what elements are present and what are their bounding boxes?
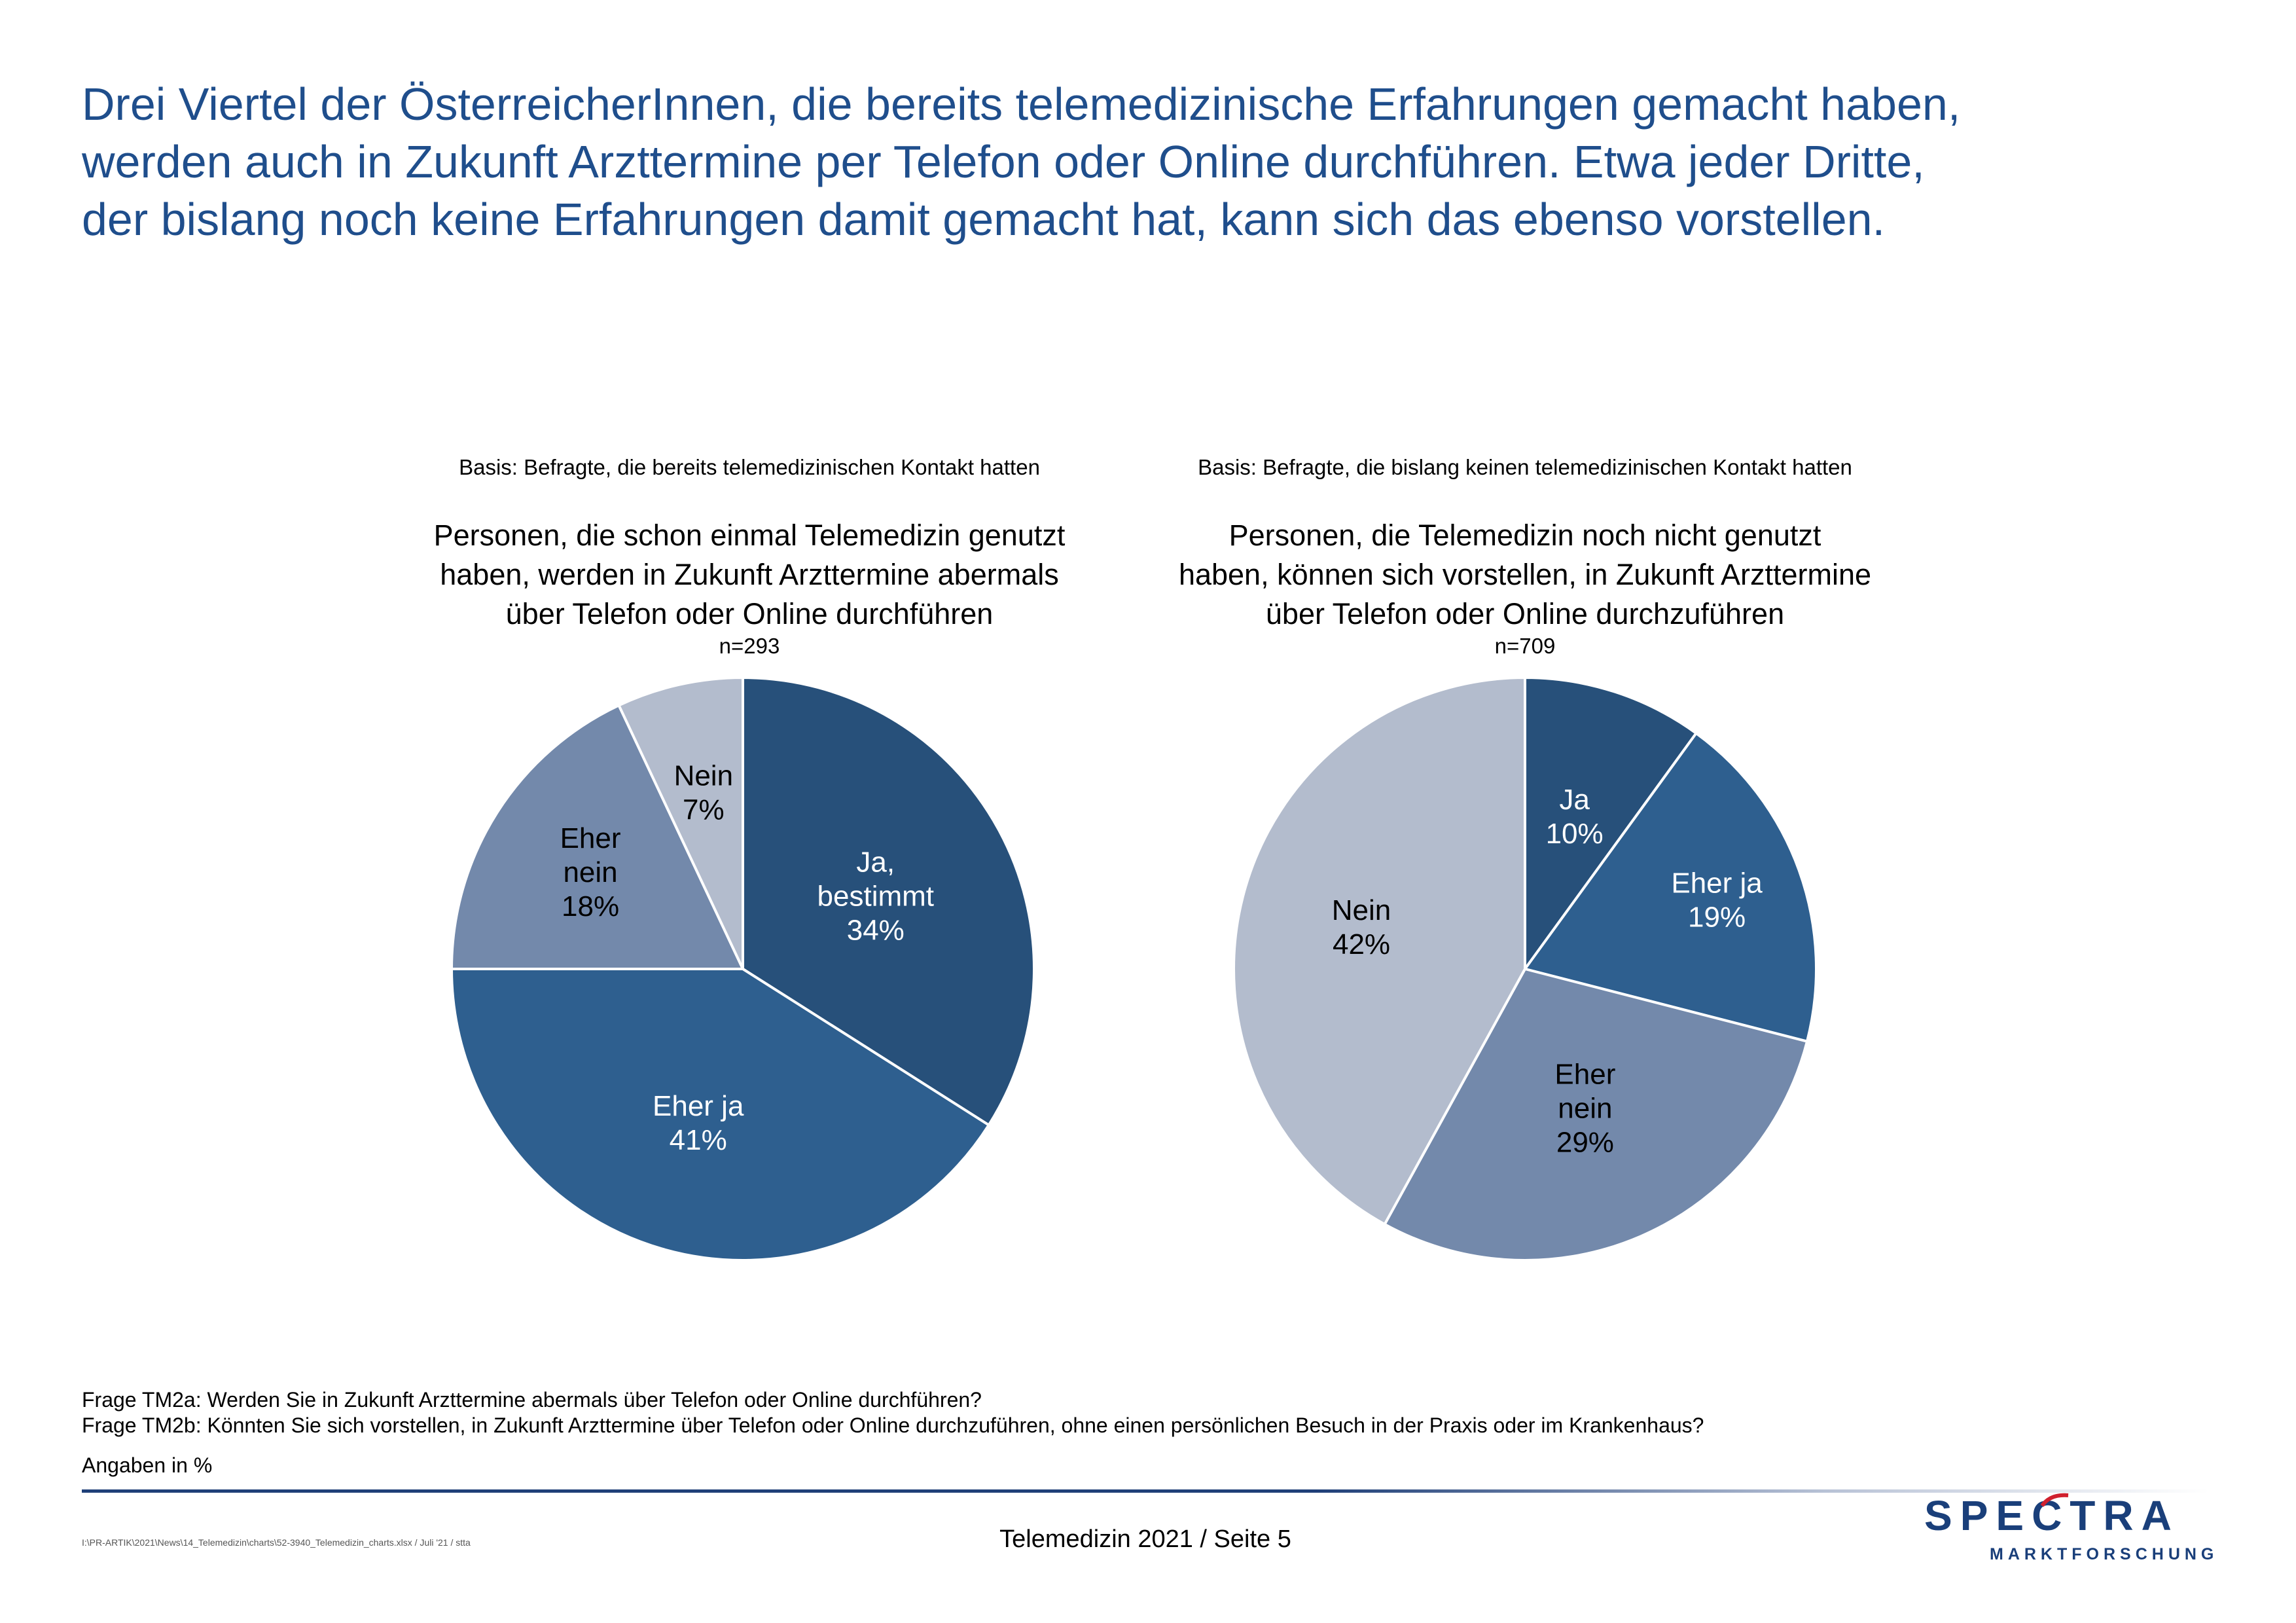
headline-line-2: werden auch in Zukunft Arzttermine per T… bbox=[82, 136, 1925, 187]
left-pie-label-0-0: Ja, bbox=[856, 847, 895, 879]
left-pie-slice-0 bbox=[742, 676, 1035, 1127]
left-pie-slice-3 bbox=[617, 676, 744, 970]
right-pie-label-2-1: nein bbox=[1558, 1092, 1612, 1124]
left-chart-title-line-1: Personen, die schon einmal Telemedizin g… bbox=[433, 519, 1066, 552]
right-pie-slice-3 bbox=[1232, 676, 1526, 1226]
logo-accent-icon bbox=[2041, 1493, 2069, 1507]
headline-line-1: Drei Viertel der ÖsterreicherInnen, die … bbox=[82, 79, 1961, 130]
left-pie-label-2-0: Eher bbox=[560, 822, 621, 854]
left-chart-n: n=293 bbox=[719, 634, 780, 658]
right-pie-label-2-0: Eher bbox=[1554, 1058, 1615, 1090]
right-pie-value-1: 19% bbox=[1688, 901, 1746, 933]
left-pie-slice-2 bbox=[450, 703, 745, 970]
left-chart-title: Personen, die schon einmal Telemedizin g… bbox=[357, 516, 1142, 634]
left-chart-basis: Basis: Befragte, die bereits telemedizin… bbox=[459, 455, 1040, 479]
left-pie-label-3-0: Nein bbox=[674, 760, 734, 792]
footnote-unit: Angaben in % bbox=[82, 1453, 213, 1477]
right-chart-title: Personen, die Telemedizin noch nicht gen… bbox=[1100, 516, 1950, 634]
left-pie-label-2-1: nein bbox=[563, 856, 617, 888]
left-pie-value-0: 34% bbox=[847, 915, 905, 947]
left-chart-title-line-2: haben, werden in Zukunft Arzttermine abe… bbox=[440, 558, 1059, 591]
footer-file-path: I:\PR-ARTIK\2021\News\14_Telemedizin\cha… bbox=[82, 1537, 471, 1548]
headline-line-3: der bislang noch keine Erfahrungen damit… bbox=[82, 194, 1886, 245]
spectra-logo: SPECTRA MARKTFORSCHUNG bbox=[1924, 1491, 2225, 1577]
left-pie-label-0-1: bestimmt bbox=[817, 881, 934, 913]
left-pie-value-1: 41% bbox=[670, 1124, 727, 1156]
left-pie-label-1-0: Eher ja bbox=[653, 1090, 744, 1122]
right-chart-n: n=709 bbox=[1494, 634, 1556, 658]
right-pie-slice-2 bbox=[1382, 967, 1809, 1262]
footer-divider bbox=[82, 1489, 2209, 1493]
right-pie-label-3-0: Nein bbox=[1332, 894, 1391, 926]
footer-page-info: Telemedizin 2021 / Seite 5 bbox=[999, 1525, 1291, 1553]
right-pie-label-1-0: Eher ja bbox=[1671, 867, 1763, 899]
right-chart-title-line-1: Personen, die Telemedizin noch nicht gen… bbox=[1229, 519, 1821, 552]
left-pie-value-3: 7% bbox=[683, 794, 725, 826]
right-pie-value-2: 29% bbox=[1556, 1126, 1614, 1158]
right-pie-value-0: 10% bbox=[1546, 818, 1604, 850]
left-pie-slice-1 bbox=[450, 968, 991, 1262]
headline: Drei Viertel der ÖsterreicherInnen, die … bbox=[82, 75, 2209, 248]
right-chart-title-line-3: über Telefon oder Online durchzuführen bbox=[1265, 597, 1785, 630]
left-chart-title-line-3: über Telefon oder Online durchführen bbox=[505, 597, 994, 630]
right-pie-value-3: 42% bbox=[1333, 928, 1390, 960]
right-pie-slice-1 bbox=[1522, 731, 1818, 1044]
right-pie-slice-0 bbox=[1524, 676, 1698, 974]
logo-wordmark: SPECTRA bbox=[1924, 1492, 2179, 1539]
left-pie-value-2: 18% bbox=[562, 890, 619, 922]
right-pie-label-0-0: Ja bbox=[1559, 784, 1590, 816]
logo-subline: MARKTFORSCHUNG bbox=[1990, 1545, 2219, 1563]
footnote-question-tm2b: Frage TM2b: Könnten Sie sich vorstellen,… bbox=[82, 1413, 1704, 1437]
right-chart-title-line-2: haben, können sich vorstellen, in Zukunf… bbox=[1178, 558, 1872, 591]
right-chart-basis: Basis: Befragte, die bislang keinen tele… bbox=[1198, 455, 1852, 479]
footnote-question-tm2a: Frage TM2a: Werden Sie in Zukunft Arztte… bbox=[82, 1388, 982, 1412]
